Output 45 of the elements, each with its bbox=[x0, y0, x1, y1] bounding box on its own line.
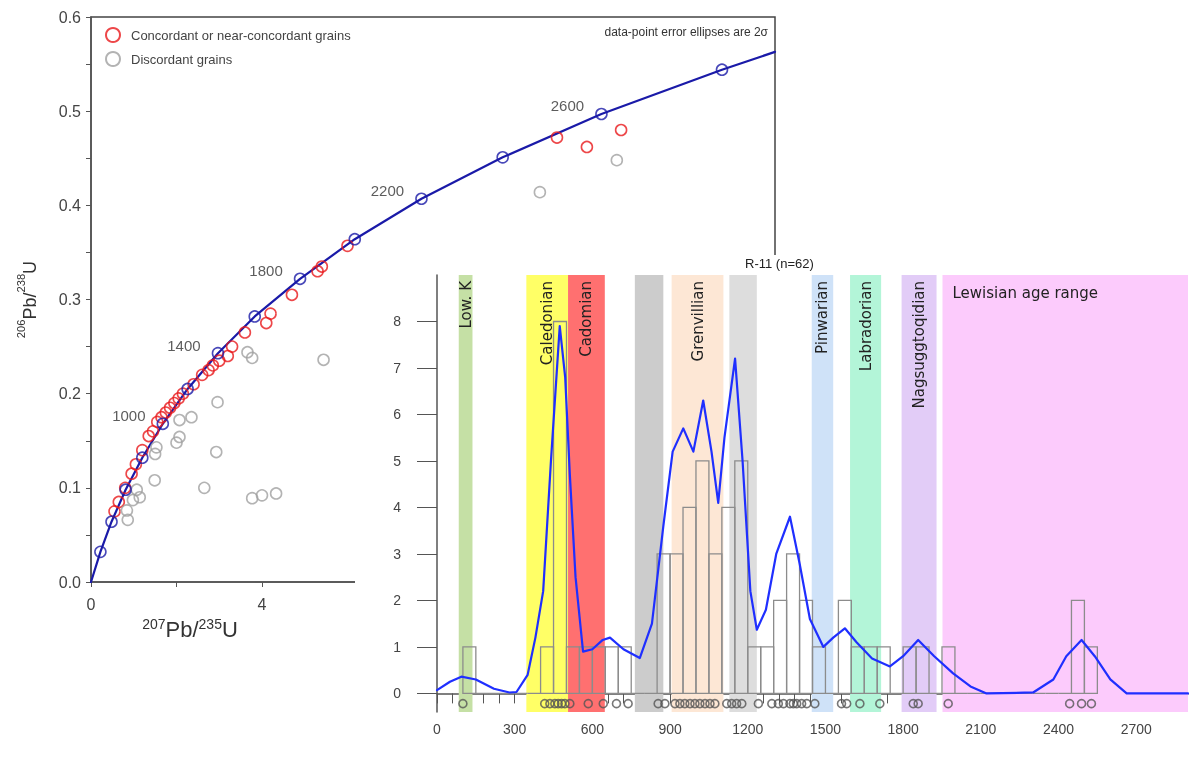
x-tick-label: 1200 bbox=[732, 721, 764, 737]
y-tick-label: 7 bbox=[393, 359, 402, 376]
band-label: Grenvillian bbox=[688, 281, 707, 362]
legend-label: Discordant grains bbox=[131, 51, 233, 67]
y-tick-label: 4 bbox=[393, 499, 402, 516]
y-tick-label: 0.6 bbox=[58, 8, 82, 26]
band-label: Low. K bbox=[456, 279, 475, 329]
x-tick-label: 600 bbox=[580, 721, 605, 737]
x-tick-label: 1500 bbox=[809, 721, 842, 737]
y-tick-label: 8 bbox=[393, 313, 402, 330]
x-tick-label: 2400 bbox=[1042, 721, 1075, 737]
annotation: 1000 bbox=[112, 407, 146, 425]
y-tick-label: 0.2 bbox=[58, 385, 82, 403]
y-tick-label: 0 bbox=[393, 685, 402, 702]
x-tick-label: 300 bbox=[503, 721, 527, 737]
annotation: R-11 (n=62) bbox=[745, 256, 814, 271]
y-tick-label: 1 bbox=[393, 638, 402, 655]
band-label: Pinwarian bbox=[813, 281, 832, 354]
y-tick-label: 0.0 bbox=[58, 573, 82, 591]
x-tick-label: 2100 bbox=[965, 721, 997, 737]
band-label: Caledonian bbox=[538, 281, 557, 366]
annotation: 2600 bbox=[550, 97, 585, 115]
y-tick-label: 0.1 bbox=[58, 479, 82, 497]
y-tick-label: 0.5 bbox=[58, 102, 82, 120]
y-tick-label: 2 bbox=[393, 592, 402, 609]
band-label: Labradorian bbox=[856, 281, 875, 372]
x-tick-label: 0 bbox=[433, 721, 442, 737]
band-label: Lewisian age range bbox=[952, 283, 1099, 302]
band-label: Cadomian bbox=[577, 281, 596, 357]
y-tick-label: 6 bbox=[393, 406, 402, 423]
annotation: 1400 bbox=[167, 336, 201, 354]
legend-label: Concordant or near-concordant grains bbox=[131, 27, 352, 43]
x-tick-label: 2700 bbox=[1120, 721, 1152, 737]
y-axis-title: 206Pb/238U bbox=[15, 260, 40, 339]
annotation: data-point error ellipses are 2σ bbox=[604, 25, 769, 39]
y-tick-label: 3 bbox=[393, 545, 402, 562]
x-tick-label: 1800 bbox=[887, 721, 919, 737]
annotation: 1800 bbox=[249, 262, 283, 280]
band-label: Nagsuggtoqidian bbox=[910, 281, 929, 409]
y-tick-label: 0.3 bbox=[58, 291, 82, 308]
annotation: 2200 bbox=[370, 182, 405, 200]
y-tick-label: 0.4 bbox=[58, 196, 82, 214]
x-tick-label: 900 bbox=[658, 721, 682, 737]
y-tick-label: 5 bbox=[393, 452, 402, 469]
x-axis-title: $^{207}$Pb/$^{235}$U bbox=[141, 616, 239, 644]
